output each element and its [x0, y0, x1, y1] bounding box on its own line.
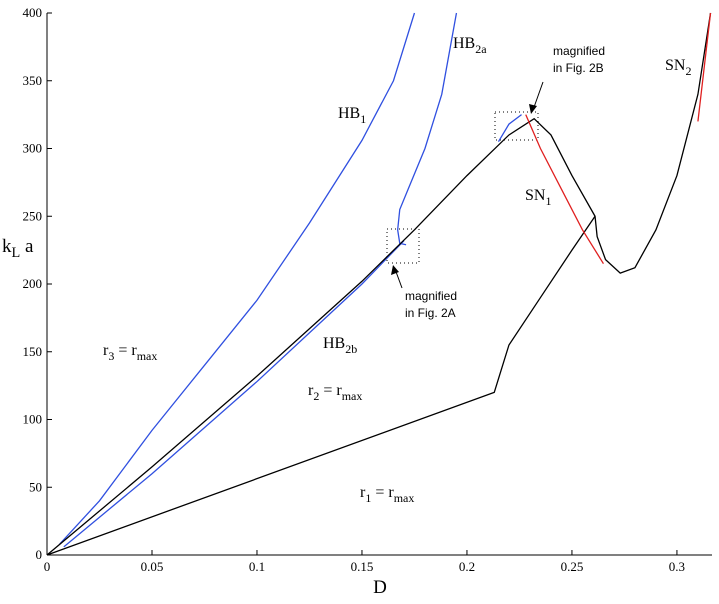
- annotation: SN1: [525, 187, 551, 208]
- text-part: = r: [114, 342, 137, 359]
- zoom-box: [494, 111, 539, 141]
- curve: [497, 114, 522, 143]
- text-part: HB: [453, 35, 475, 52]
- x-tick-label: 0.2: [459, 559, 475, 574]
- subscript: 1: [365, 491, 371, 505]
- y-tick-label: 50: [29, 479, 42, 494]
- text-part: r: [308, 382, 314, 399]
- subscript: 2: [685, 64, 691, 78]
- annotation: HB2b: [323, 335, 357, 356]
- annotation: r1 = rmax: [360, 484, 414, 505]
- annotation-line: in Fig. 2B: [553, 61, 604, 75]
- y-tick-label: 300: [23, 141, 43, 156]
- subscript: 1: [545, 194, 551, 208]
- text-part: = r: [371, 484, 394, 501]
- curve: [59, 12, 416, 545]
- x-tick-label: 0.1: [249, 559, 265, 574]
- text-part: SN: [665, 57, 686, 74]
- curve: [46, 12, 712, 556]
- curve: [397, 12, 458, 246]
- text-part: r: [360, 484, 366, 501]
- text-part: a: [20, 236, 34, 257]
- zoom-box: [386, 228, 420, 264]
- subscript: max: [137, 349, 158, 363]
- annotation: SN2: [665, 57, 691, 78]
- y-tick-label: 250: [23, 208, 43, 223]
- x-tick-label: 0.15: [351, 559, 374, 574]
- x-tick-label: 0: [44, 559, 51, 574]
- curve: [46, 215, 596, 556]
- y-axis-title: kL a: [2, 236, 34, 261]
- arrow: [532, 81, 544, 111]
- annotation: r3 = rmax: [103, 342, 157, 363]
- y-tick-label: 0: [36, 547, 43, 562]
- text-part: = r: [319, 382, 342, 399]
- y-tick-label: 100: [23, 412, 43, 427]
- annotation-line: magnified: [405, 289, 457, 303]
- text-part: k: [2, 236, 12, 257]
- text-part: HB: [323, 335, 345, 352]
- annotation: HB1: [338, 105, 366, 126]
- curve: [63, 240, 405, 548]
- annotation: HB2a: [453, 35, 487, 56]
- curve: [697, 12, 712, 122]
- subscript: max: [394, 491, 415, 505]
- annotation-line: in Fig. 2A: [405, 306, 456, 320]
- subscript: max: [342, 389, 363, 403]
- y-tick-label: 150: [23, 344, 43, 359]
- subscript: L: [12, 245, 21, 261]
- x-tick-label: 0.25: [561, 559, 584, 574]
- curve: [525, 114, 604, 265]
- annotation: r2 = rmax: [308, 382, 362, 403]
- text-part: r: [103, 342, 109, 359]
- subscript: 2b: [345, 342, 357, 356]
- y-tick-label: 350: [23, 73, 43, 88]
- subscript: 3: [108, 349, 114, 363]
- text-part: SN: [525, 187, 546, 204]
- text-part: HB: [338, 105, 360, 122]
- subscript: 2: [313, 389, 319, 403]
- subscript: 1: [360, 112, 366, 126]
- y-tick-label: 400: [23, 5, 43, 20]
- x-axis-title: D: [373, 577, 387, 598]
- x-tick-label: 0.3: [669, 559, 685, 574]
- y-tick-label: 200: [23, 276, 43, 291]
- x-tick-label: 0.05: [141, 559, 164, 574]
- arrow-head: [529, 104, 537, 114]
- arrow-head: [391, 265, 399, 275]
- subscript: 2a: [475, 42, 487, 56]
- annotation-line: magnified: [553, 44, 605, 58]
